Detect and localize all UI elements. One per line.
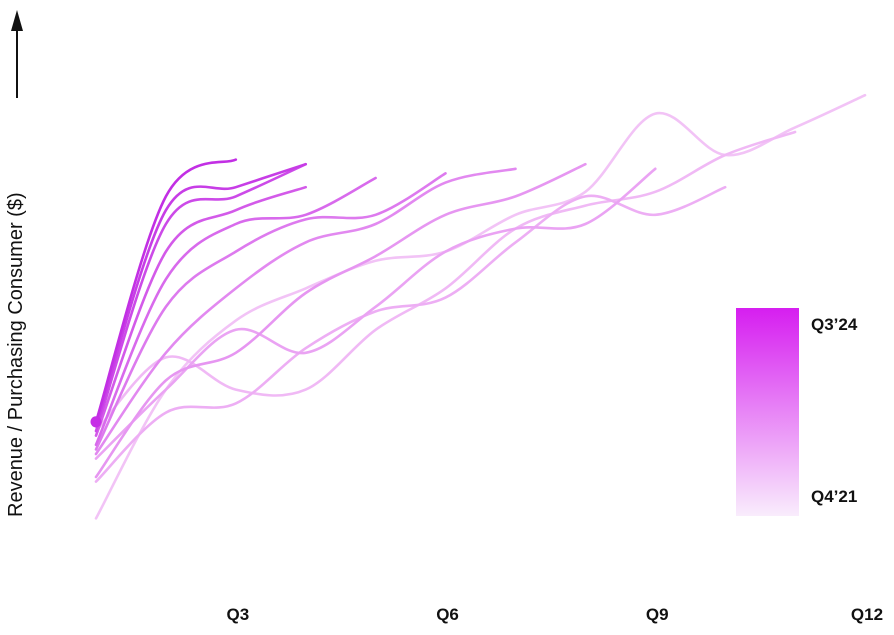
x-axis-ticks: Q3 Q6 Q9 Q12 — [226, 605, 883, 624]
x-tick-label: Q3 — [226, 605, 249, 624]
x-tick-label: Q9 — [646, 605, 669, 624]
cohort-line-12 — [94, 158, 238, 424]
x-tick-label: Q6 — [436, 605, 459, 624]
y-axis-arrowhead — [11, 10, 23, 31]
cohort-line-10 — [94, 162, 307, 433]
start-point-marker — [90, 416, 102, 428]
legend-top-label: Q3’24 — [811, 315, 858, 334]
legend-gradient-bar — [736, 308, 799, 516]
y-axis-label: Revenue / Purchasing Consumer ($) — [5, 192, 27, 517]
gradient-legend: Q3’24 Q4’21 — [736, 308, 858, 516]
series-lines — [94, 93, 867, 520]
cohort-line-5 — [94, 162, 587, 479]
cohort-line-6 — [94, 167, 517, 456]
cohort-line-7 — [94, 172, 447, 451]
x-tick-label: Q12 — [851, 605, 883, 624]
cohort-line-4 — [94, 167, 657, 460]
cohort-line-3 — [94, 185, 727, 483]
cohort-line-8 — [94, 176, 377, 447]
y-axis: Revenue / Purchasing Consumer ($) — [5, 10, 27, 517]
cohort-line-2 — [94, 130, 797, 433]
cohort-line-9 — [94, 185, 307, 437]
highlight-points — [90, 416, 102, 428]
cohort-line-11 — [94, 162, 307, 428]
legend-bottom-label: Q4’21 — [811, 487, 857, 506]
